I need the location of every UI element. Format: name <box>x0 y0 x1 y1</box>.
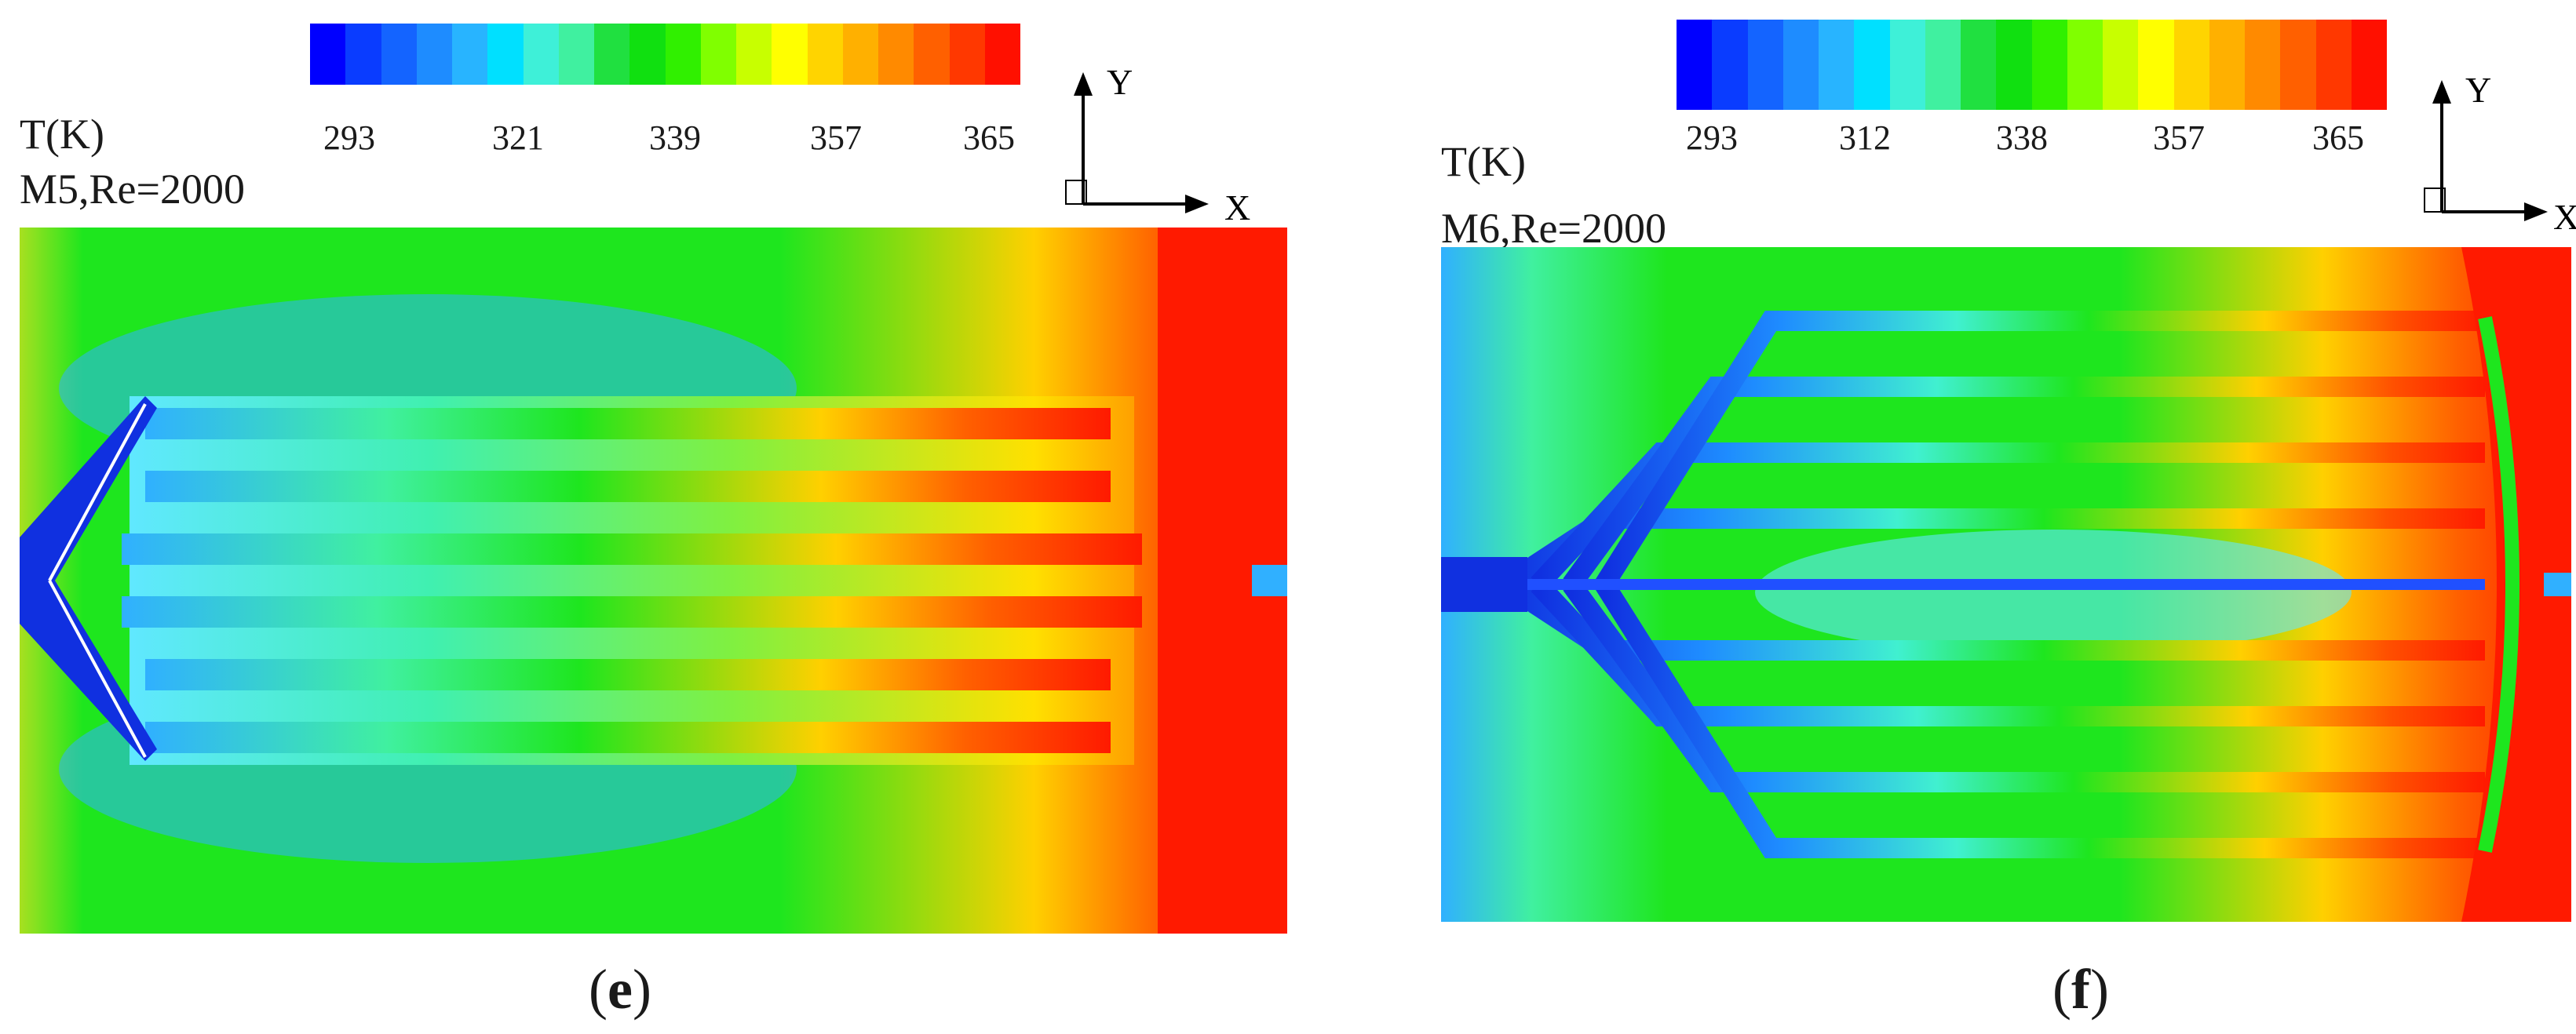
colorbar-swatch <box>1819 20 1855 110</box>
manifold-edge <box>48 580 147 758</box>
temperature-field-e <box>20 228 1287 934</box>
colorbar-tick: 357 <box>810 118 862 157</box>
flow-channel <box>145 471 1111 502</box>
variable-label: T(K) <box>1441 138 1526 185</box>
colorbar-swatch <box>310 24 346 85</box>
flow-channel <box>145 659 1111 690</box>
colorbar-swatch <box>1854 20 1890 110</box>
colorbar-swatch <box>2138 20 2174 110</box>
flow-channel <box>122 596 1142 628</box>
axis-x-label: X <box>2553 197 2576 235</box>
axis-y-label: Y <box>2465 70 2491 110</box>
colorbar-tick: 365 <box>2312 118 2364 157</box>
variable-label: T(K) <box>20 111 104 158</box>
colorbar-swatch <box>1677 20 1713 110</box>
outlet-port <box>2544 573 2571 596</box>
colorbar-swatch <box>736 24 772 85</box>
colorbar-swatch <box>807 24 843 85</box>
flow-channel <box>145 722 1111 753</box>
manifold-edge <box>48 403 147 581</box>
axis-arrows-icon: Y X <box>1065 62 1250 228</box>
colorbar-swatch <box>665 24 701 85</box>
colorbar-swatch <box>2067 20 2103 110</box>
axis-y-label: Y <box>1107 62 1133 102</box>
axis-arrows-icon: Y X <box>2424 70 2576 237</box>
inlet-manifold <box>20 396 157 761</box>
colorbar-swatch <box>2209 20 2245 110</box>
colorbar-tick: 293 <box>1686 118 1738 157</box>
colorbar-tick: 312 <box>1839 118 1891 157</box>
flow-channel <box>1563 377 2485 591</box>
temperature-field-f <box>1441 247 2571 922</box>
colorbar-swatch <box>594 24 630 85</box>
colorbar-swatch <box>1996 20 2032 110</box>
colorbar-swatch <box>523 24 559 85</box>
colorbar-swatch <box>2351 20 2387 110</box>
flow-channel <box>145 408 1111 439</box>
colorbar-swatch <box>772 24 808 85</box>
colorbar-e <box>310 24 1020 85</box>
case-label: M6,Re=2000 <box>1441 205 1666 252</box>
colorbar-swatch <box>2245 20 2281 110</box>
colorbar-swatch <box>878 24 914 85</box>
colorbar-tick: 293 <box>323 118 375 157</box>
panel-e: 293 321 339 357 365 T(K) M5,Re=2000 Y X … <box>20 24 1287 1021</box>
colorbar-swatch <box>2280 20 2316 110</box>
colorbar-swatch <box>558 24 594 85</box>
colorbar-swatch <box>487 24 524 85</box>
panel-f: 293 312 338 357 365 T(K) M6,Re=2000 Y X … <box>1288 0 2576 1034</box>
colorbar-swatch <box>914 24 950 85</box>
flow-channel <box>1596 311 2485 590</box>
colorbar-tick: 339 <box>649 118 701 157</box>
channel-bank <box>130 396 1134 765</box>
colorbar-tick: 365 <box>963 118 1015 157</box>
flow-channel <box>1563 578 2485 792</box>
colorbar-swatch <box>381 24 417 85</box>
colorbar-swatch <box>1712 20 1748 110</box>
colorbar-swatch <box>2315 20 2352 110</box>
colorbar-swatch <box>629 24 666 85</box>
outlet-port <box>1252 565 1287 596</box>
colorbar-swatch <box>984 24 1020 85</box>
colorbar-swatch <box>2173 20 2209 110</box>
colorbar-swatch <box>416 24 452 85</box>
colorbar-tick: 357 <box>2153 118 2205 157</box>
colorbar-swatch <box>1747 20 1783 110</box>
colorbar-swatch <box>842 24 878 85</box>
colorbar-swatch <box>345 24 381 85</box>
axis-indicator-e: Y X <box>1020 47 1287 228</box>
colorbar-swatch <box>2103 20 2139 110</box>
colorbar-swatch <box>2031 20 2067 110</box>
flow-channel <box>1596 579 2485 858</box>
colorbar-swatch <box>700 24 736 85</box>
panel-caption-f: (f) <box>2052 958 2109 1021</box>
case-label: M5,Re=2000 <box>20 166 245 213</box>
inlet-manifold <box>1441 557 1527 612</box>
colorbar-tick: 338 <box>1996 118 2048 157</box>
colorbar-swatch <box>1961 20 1997 110</box>
colorbar-tick: 321 <box>492 118 544 157</box>
colorbar-swatch <box>1889 20 1925 110</box>
cool-core <box>1755 530 2352 655</box>
colorbar-swatch <box>1782 20 1819 110</box>
outlet-collector <box>2478 316 2519 853</box>
axis-indicator-f: Y X <box>2387 55 2576 237</box>
panel-caption-e: (e) <box>589 958 651 1021</box>
colorbar-swatch <box>452 24 488 85</box>
colorbar-swatch <box>1925 20 1961 110</box>
colorbar-swatch <box>949 24 985 85</box>
flow-channel <box>122 533 1142 565</box>
colorbar-f <box>1677 20 2387 110</box>
axis-x-label: X <box>1224 188 1250 228</box>
